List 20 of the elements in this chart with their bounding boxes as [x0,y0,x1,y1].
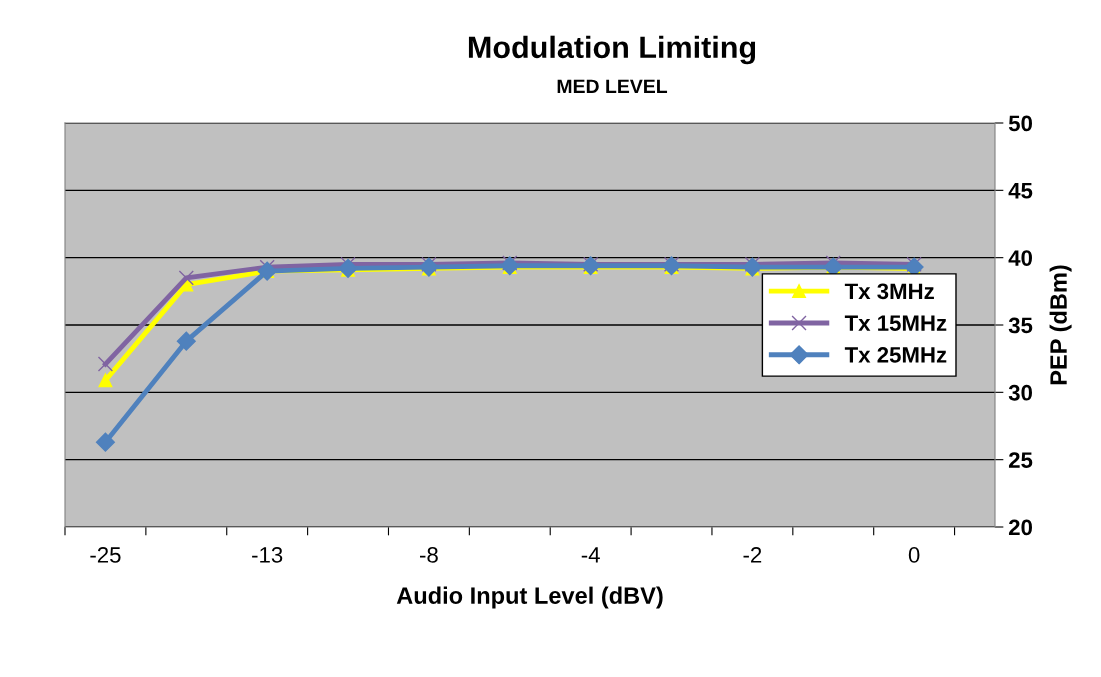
legend-label: Tx 15MHz [844,315,947,331]
y-tick-label: 40 [1008,250,1032,266]
chart-title: Modulation Limiting [468,35,756,65]
x-tick-label: 0 [908,547,920,563]
x-tick-label: -8 [420,547,438,563]
x-tick-label: -4 [581,547,600,563]
y-tick-label: 20 [1008,519,1032,536]
x-tick-label: -2 [743,547,762,563]
y-tick-label: 30 [1008,384,1032,401]
y-tick-label: 35 [1008,317,1033,334]
y-tick-label: 50 [1008,115,1032,132]
chart-subtitle: MED LEVEL [557,79,668,94]
x-tick-label: -13 [252,547,283,563]
x-axis-title: Audio Input Level (dBV) [396,586,663,609]
y-tick-label: 45 [1008,183,1033,199]
legend-label: Tx 25MHz [844,347,947,363]
y-axis-title: PEP (dBm) [1049,265,1072,385]
legend-label: Tx 3MHz [844,283,934,300]
y-tick-label: 25 [1008,452,1033,468]
x-tick-label: -25 [90,547,121,563]
